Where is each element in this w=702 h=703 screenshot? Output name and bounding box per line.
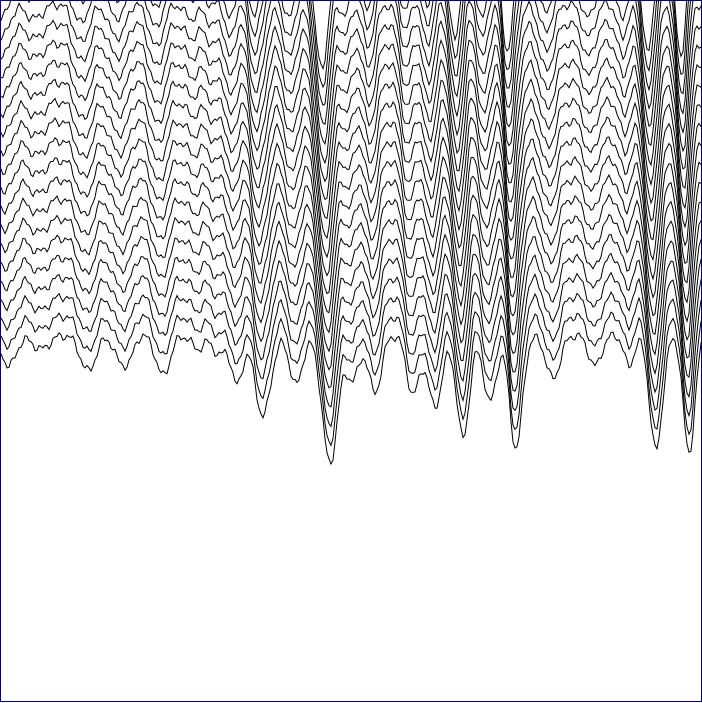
wave-line bbox=[1, 233, 702, 371]
wave-line bbox=[1, 173, 702, 314]
wave-line bbox=[1, 1, 691, 106]
wave-line bbox=[1, 154, 702, 295]
wave-line bbox=[1, 331, 702, 466]
wave-line bbox=[1, 1, 694, 126]
wave-line bbox=[1, 311, 702, 447]
wave-line bbox=[1, 291, 702, 428]
wave-line bbox=[1, 57, 702, 201]
wave-line bbox=[1, 136, 702, 277]
wave-line bbox=[246, 1, 689, 89]
wave-line bbox=[1, 271, 702, 408]
wave-line bbox=[1, 252, 702, 389]
wave-line bbox=[1, 193, 702, 334]
wave-line bbox=[1, 1, 702, 146]
wave-line bbox=[1, 76, 702, 220]
wave-line bbox=[1, 38, 702, 183]
wave-line bbox=[1, 116, 702, 259]
wave-line bbox=[1, 18, 702, 165]
wave-lines-group bbox=[1, 1, 702, 466]
wave-line bbox=[1, 213, 702, 353]
wave-line bbox=[1, 95, 702, 240]
